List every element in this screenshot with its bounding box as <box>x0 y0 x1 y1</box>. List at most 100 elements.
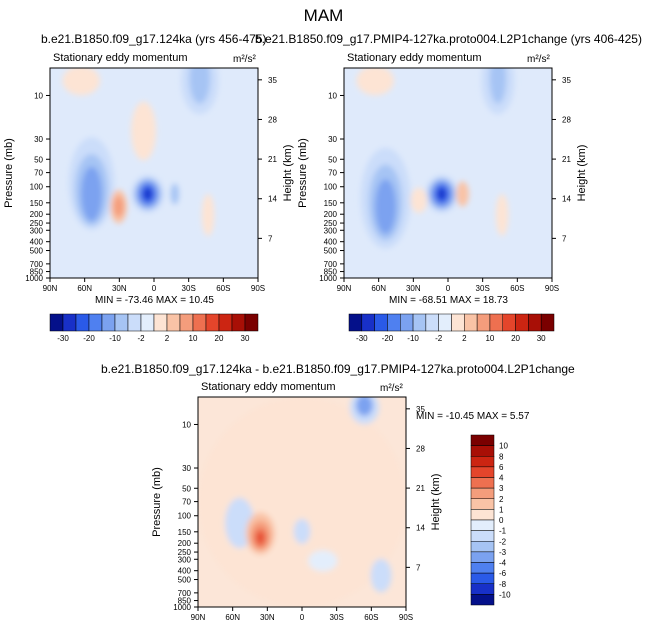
y-tick-label: 400 <box>178 567 192 576</box>
x-tick-label: 90S <box>251 284 265 293</box>
panel2-title: b.e21.B1850.f09_g17.PMIP4-127ka.proto004… <box>255 32 642 46</box>
contour-level <box>456 181 469 207</box>
colorbar-label: -8 <box>499 580 507 589</box>
y2-tick-label: 7 <box>416 563 421 572</box>
y-tick-label: 70 <box>328 169 337 178</box>
colorbar-label: -2 <box>137 334 145 343</box>
colorbar-swatch <box>438 313 452 332</box>
colorbar-label: -10 <box>499 590 511 599</box>
y-tick-label: 30 <box>34 135 43 144</box>
contour-level <box>410 187 428 213</box>
y-tick-label: 70 <box>182 498 191 507</box>
colorbar-swatch <box>470 509 495 521</box>
x-tick-label: 0 <box>152 284 157 293</box>
contour-level <box>113 196 124 218</box>
y-axis-title: Pressure (mb) <box>151 467 163 537</box>
y-tick-label: 50 <box>34 155 43 164</box>
x-tick-label: 60S <box>364 613 378 622</box>
y-tick-label: 250 <box>324 219 338 228</box>
units-label: m²/s² <box>527 54 550 65</box>
colorbar-label: 1 <box>499 505 504 514</box>
x-tick-label: 60N <box>77 284 92 293</box>
colorbar-label: 6 <box>499 463 504 472</box>
y-tick-label: 200 <box>30 210 44 219</box>
colorbar-swatch <box>451 313 465 332</box>
colorbar-swatch <box>49 313 64 332</box>
contour-level <box>81 166 102 222</box>
y-tick-label: 10 <box>182 420 191 429</box>
colorbar-label: -4 <box>499 559 507 568</box>
colorbar-swatch <box>244 313 259 332</box>
x-tick-label: 30S <box>330 613 344 622</box>
y-axis-title: Pressure (mb) <box>297 138 309 208</box>
colorbar-swatch <box>515 313 529 332</box>
colorbar-label: 10 <box>189 334 198 343</box>
colorbar-swatch <box>470 477 495 489</box>
y2-tick-label: 35 <box>416 405 425 414</box>
colorbar-swatch <box>400 313 414 332</box>
colorbar-label: -10 <box>109 334 121 343</box>
colorbar-label: -1 <box>499 527 507 536</box>
contour-level <box>144 188 152 200</box>
x-tick-label: 90N <box>191 613 206 622</box>
contour-level <box>201 194 215 236</box>
contour-level <box>170 183 179 205</box>
colorbar-swatch <box>464 313 478 332</box>
colorbar-swatch <box>205 313 220 332</box>
colorbar-swatch <box>231 313 246 332</box>
y-tick-label: 1000 <box>173 603 191 612</box>
y-tick-label: 150 <box>324 199 338 208</box>
x-tick-label: 90S <box>399 613 413 622</box>
colorbar-label: 10 <box>485 334 494 343</box>
y2-tick-label: 35 <box>562 76 571 85</box>
colorbar-swatch <box>502 313 516 332</box>
units-label: m²/s² <box>380 383 403 394</box>
y2-axis-title: Height (km) <box>430 474 442 531</box>
colorbar-swatch <box>470 434 495 446</box>
y2-tick-label: 35 <box>268 76 277 85</box>
y2-tick-label: 28 <box>562 115 571 124</box>
y2-tick-label: 7 <box>268 234 273 243</box>
x-tick-label: 60N <box>371 284 386 293</box>
colorbar-swatch <box>476 313 491 332</box>
colorbar-swatch <box>470 466 495 478</box>
x-tick-label: 0 <box>446 284 451 293</box>
y-tick-label: 1000 <box>25 274 43 283</box>
colorbar-swatch <box>140 313 155 332</box>
y2-tick-label: 14 <box>416 524 425 533</box>
x-tick-label: 90N <box>337 284 352 293</box>
colorbar-swatch <box>425 313 439 332</box>
colorbar-label: 4 <box>499 474 504 483</box>
y2-tick-label: 14 <box>268 195 277 204</box>
y-tick-label: 300 <box>178 555 192 564</box>
y-tick-label: 700 <box>30 260 44 269</box>
x-tick-label: 90N <box>43 284 58 293</box>
colorbar-label: 8 <box>499 452 504 461</box>
units-label: m²/s² <box>233 54 256 65</box>
contour-level <box>356 397 373 416</box>
colorbar-label: -30 <box>356 334 368 343</box>
y-tick-label: 100 <box>324 183 338 192</box>
y-tick-label: 400 <box>324 238 338 247</box>
min-max-label: MIN = -68.51 MAX = 18.73 <box>389 295 508 306</box>
colorbar-label: 30 <box>241 334 250 343</box>
contour-level <box>495 194 509 236</box>
colorbar-swatch <box>470 594 495 606</box>
y-tick-label: 200 <box>324 210 338 219</box>
colorbar-label: -2 <box>499 537 507 546</box>
x-tick-label: 90S <box>545 284 559 293</box>
min-max-label: MIN = -10.45 MAX = 5.57 <box>416 411 530 422</box>
contour-blobs <box>356 68 515 249</box>
colorbar-swatch <box>127 313 142 332</box>
colorbar-label: -20 <box>382 334 394 343</box>
y-tick-label: 850 <box>30 268 44 277</box>
contour-level <box>356 68 394 96</box>
contour-blobs <box>62 68 219 236</box>
colorbar-label: 20 <box>511 334 520 343</box>
colorbar-label: -10 <box>407 334 419 343</box>
colorbar-swatch <box>218 313 233 332</box>
colorbar-swatch <box>412 313 427 332</box>
contour-level <box>62 68 100 96</box>
y-tick-label: 250 <box>30 219 44 228</box>
colorbar-label: -2 <box>435 334 443 343</box>
